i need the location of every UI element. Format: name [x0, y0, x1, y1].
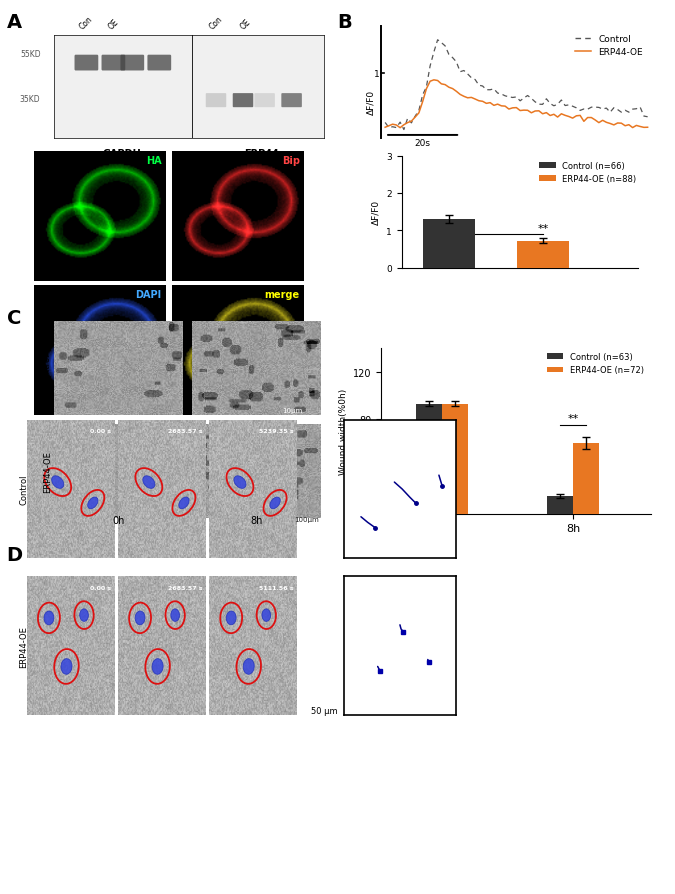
Ellipse shape [234, 477, 246, 489]
Text: D: D [7, 545, 23, 564]
Text: Control: Control [19, 474, 28, 505]
FancyBboxPatch shape [101, 55, 126, 72]
FancyBboxPatch shape [206, 94, 226, 108]
Text: 5111.56 s: 5111.56 s [259, 585, 294, 590]
Text: 2683.57 s: 2683.57 s [168, 428, 202, 434]
Text: 1: 1 [374, 70, 379, 79]
Bar [442, 404, 468, 514]
Ellipse shape [243, 659, 254, 675]
Text: ERP44-OE: ERP44-OE [19, 625, 28, 667]
Text: DAPI: DAPI [135, 290, 161, 300]
Bar [547, 496, 573, 514]
Text: 20s: 20s [414, 139, 431, 148]
Y-axis label: Wound width(%0h): Wound width(%0h) [339, 388, 348, 475]
Text: ERP44: ERP44 [244, 149, 279, 159]
Legend: Control, ERP44-OE: Control, ERP44-OE [572, 31, 647, 61]
Bar [573, 443, 599, 514]
Bar [423, 220, 475, 268]
Ellipse shape [262, 609, 271, 621]
Text: 2683.57 s: 2683.57 s [168, 585, 202, 590]
Ellipse shape [226, 611, 236, 625]
Text: **: ** [568, 413, 578, 423]
Text: merge: merge [265, 290, 300, 300]
Text: **: ** [538, 224, 549, 234]
Ellipse shape [171, 609, 180, 621]
Text: 5239.35 s: 5239.35 s [259, 428, 294, 434]
Text: 35KD: 35KD [20, 95, 40, 104]
Text: ΔF/F0: ΔF/F0 [367, 89, 376, 114]
Text: 0.00 s: 0.00 s [90, 428, 111, 434]
Text: OE: OE [239, 17, 252, 31]
Text: C: C [7, 308, 21, 327]
FancyBboxPatch shape [254, 94, 275, 108]
Text: 50 μm: 50 μm [311, 706, 338, 715]
Ellipse shape [270, 497, 280, 510]
Ellipse shape [52, 477, 63, 489]
Bar [416, 404, 442, 514]
Ellipse shape [135, 611, 145, 625]
Legend: Control (n=66), ERP44-OE (n=88): Control (n=66), ERP44-OE (n=88) [536, 158, 640, 187]
Text: A: A [7, 13, 22, 32]
Text: OE: OE [107, 17, 120, 31]
Text: B: B [338, 13, 352, 32]
Text: 0h: 0h [112, 515, 124, 525]
Text: 0.00 s: 0.00 s [90, 585, 111, 590]
Ellipse shape [143, 477, 155, 489]
Text: HA: HA [146, 156, 161, 166]
FancyBboxPatch shape [120, 55, 144, 72]
Bar [518, 241, 570, 268]
FancyBboxPatch shape [233, 94, 253, 108]
Ellipse shape [61, 659, 72, 675]
Text: GAPDH: GAPDH [102, 149, 141, 159]
Text: Bip: Bip [281, 156, 300, 166]
Text: Con: Con [208, 14, 224, 31]
Text: ERP44-OE: ERP44-OE [43, 451, 52, 492]
Text: 55KD: 55KD [20, 50, 40, 59]
Ellipse shape [179, 497, 189, 510]
Text: 100μm: 100μm [294, 517, 319, 523]
Ellipse shape [80, 609, 88, 621]
Ellipse shape [152, 659, 163, 675]
FancyBboxPatch shape [147, 55, 171, 72]
Text: Con: Con [78, 14, 94, 31]
Text: 8h: 8h [250, 515, 263, 525]
Text: 10μm: 10μm [282, 408, 302, 414]
Ellipse shape [44, 611, 54, 625]
FancyBboxPatch shape [281, 94, 302, 108]
FancyBboxPatch shape [74, 55, 99, 72]
Y-axis label: ΔF/F0: ΔF/F0 [372, 199, 381, 225]
Ellipse shape [88, 497, 98, 510]
Text: Control: Control [43, 353, 52, 384]
Legend: Control (n=63), ERP44-OE (n=72): Control (n=63), ERP44-OE (n=72) [543, 350, 647, 378]
